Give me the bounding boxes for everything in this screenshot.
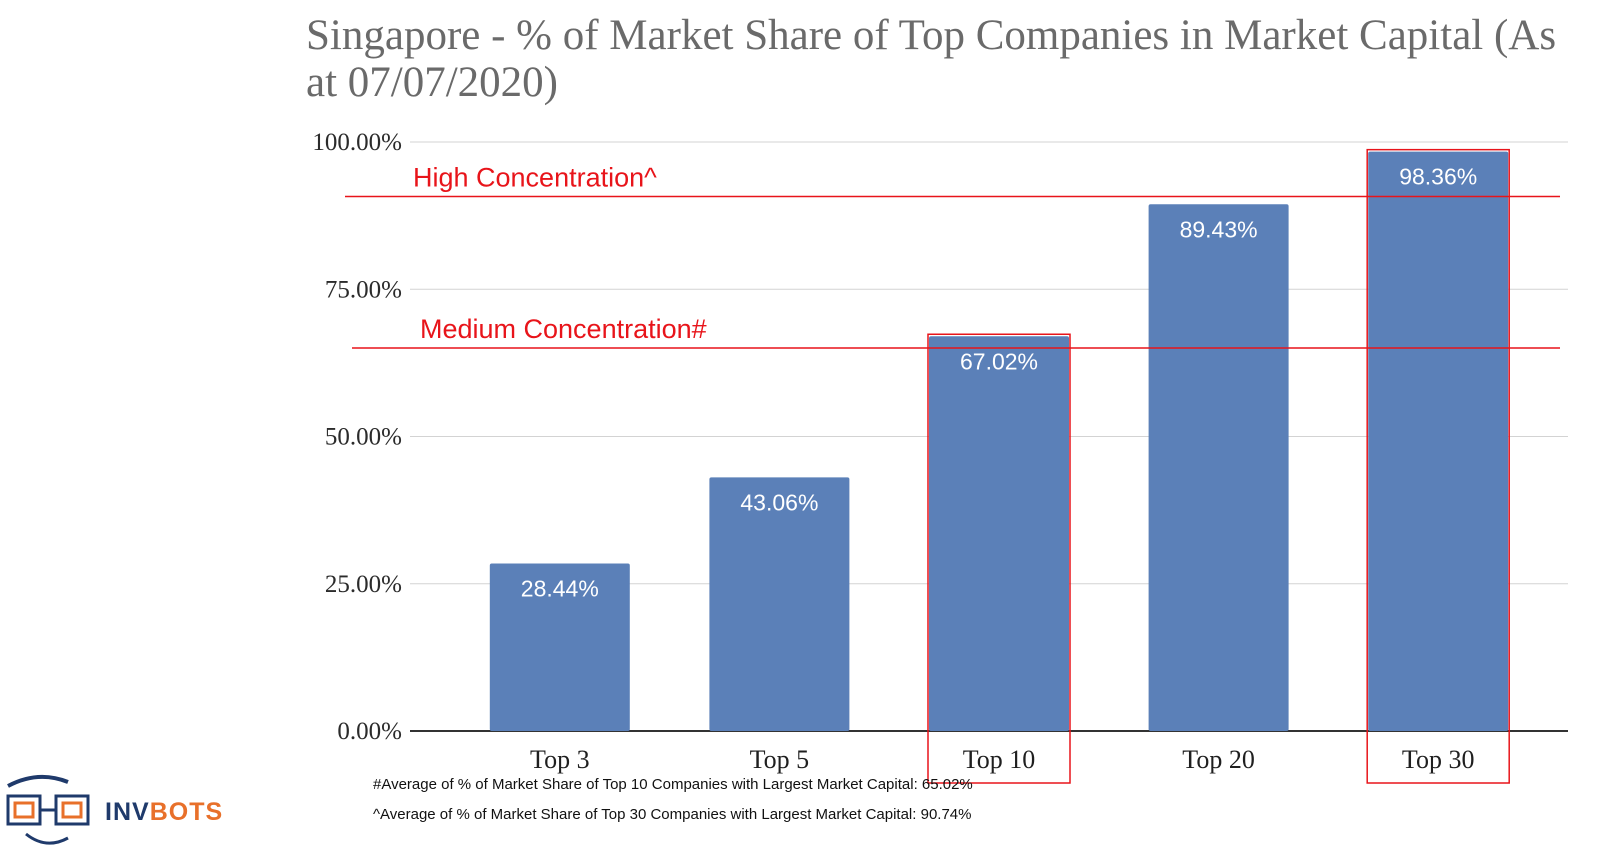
reference-line-label: High Concentration^ [413,163,657,193]
highlight-box-top-10 [927,333,1071,784]
invbots-logo-text: INVBOTS [105,798,223,827]
data-label: 43.06% [740,489,818,515]
y-tick-label: 100.00% [312,129,402,156]
footnote-top30-average: ^Average of % of Market Share of Top 30 … [373,806,972,823]
category-label: Top 20 [1182,745,1255,774]
y-tick-label: 0.00% [337,718,402,745]
data-label: 67.02% [960,348,1038,374]
invbots-logo-icon [6,774,90,845]
logo-text-bots: BOTS [149,798,224,826]
data-label: 89.43% [1180,216,1258,242]
bar-top-30 [1368,151,1509,731]
chart-title: Singapore - % of Market Share of Top Com… [306,12,1557,106]
highlight-box-top-30 [1366,148,1510,784]
data-label: 28.44% [521,575,599,601]
bar-top-3 [489,563,630,731]
category-label: Top 3 [530,745,590,774]
invbots-logo: INVBOTS [4,768,254,858]
y-tick-label: 25.00% [325,571,402,598]
category-label: Top 5 [750,745,810,774]
footnote-top10-average: #Average of % of Market Share of Top 10 … [373,776,973,793]
bar-top-20 [1148,204,1289,731]
bar-top-10 [929,336,1069,731]
reference-line-label: Medium Concentration# [420,314,707,344]
logo-text-inv: INV [105,798,150,826]
bar-top-5 [709,477,850,731]
data-label: 98.36% [1399,164,1477,190]
y-tick-label: 75.00% [325,276,402,303]
category-label: Top 10 [963,745,1036,774]
category-label: Top 30 [1402,745,1475,774]
y-tick-label: 50.00% [325,424,402,451]
